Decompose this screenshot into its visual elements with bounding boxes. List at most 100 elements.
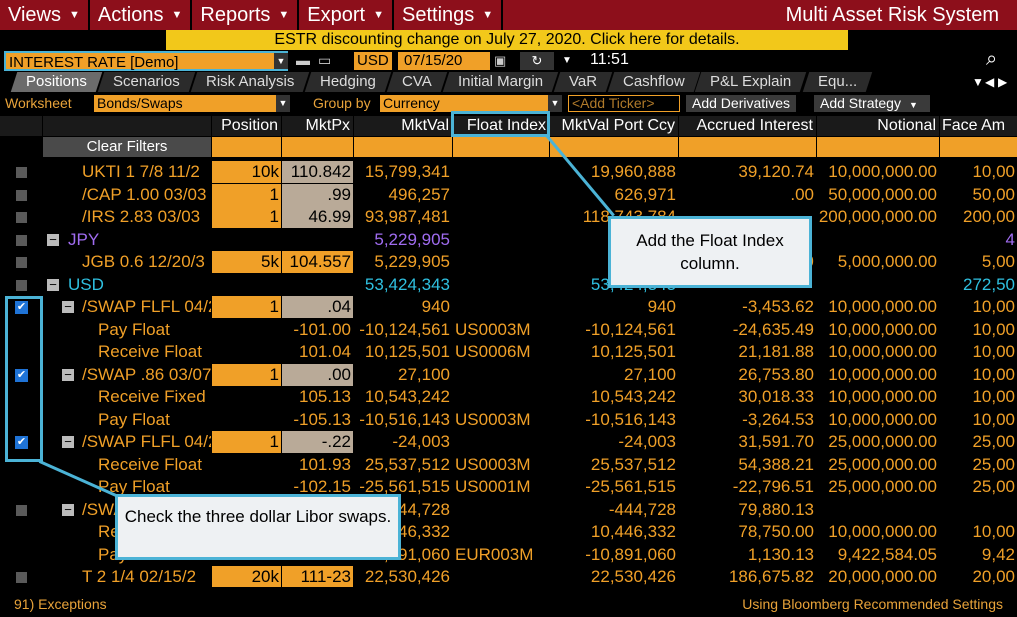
tab-next-icon[interactable]: ▶ bbox=[998, 75, 1008, 89]
row-select-checkbox[interactable] bbox=[16, 189, 27, 201]
tab-cva[interactable]: CVA bbox=[386, 72, 447, 92]
add-derivatives-button[interactable]: Add Derivatives bbox=[686, 95, 797, 112]
currency-field[interactable]: USD bbox=[354, 52, 392, 70]
row-select-checkbox[interactable] bbox=[16, 279, 27, 291]
header-mktpx[interactable]: MktPx bbox=[282, 116, 353, 136]
row-select-checkbox[interactable] bbox=[16, 234, 27, 246]
table-row[interactable]: ✔ −/SWAP FLFL 04/2 1.04 940 940 -3,453.62 10,0… bbox=[0, 296, 1017, 318]
chevron-down-icon[interactable]: ▼ bbox=[548, 95, 562, 112]
filter-mktval[interactable] bbox=[354, 137, 452, 157]
tab-initial-margin[interactable]: Initial Margin bbox=[442, 72, 558, 92]
row-name[interactable]: /SWAP .86 03/07 bbox=[82, 364, 211, 384]
row-name[interactable]: /SWAP FLFL 04/2 bbox=[82, 297, 211, 316]
table-row[interactable]: Receive Float 101.04 10,125,501 US0006M 10,1… bbox=[0, 341, 1017, 363]
table-row[interactable]: Pay Float -102.15 -25,561,515 US0001M -25,56… bbox=[0, 476, 1017, 498]
row-name[interactable]: Receive Float bbox=[98, 342, 202, 361]
table-row[interactable]: Receive Fixed 105.13 10,543,242 10,543,242 3… bbox=[0, 386, 1017, 408]
open-folder-icon[interactable]: ▭ bbox=[318, 52, 332, 68]
filter-face-amount[interactable] bbox=[940, 137, 1017, 157]
row-name[interactable]: Receive Fixed bbox=[98, 387, 206, 406]
row-name[interactable]: T 2 1/4 02/15/2 bbox=[82, 567, 197, 586]
table-row[interactable]: T 2 1/4 02/15/2 20k 111-23 22,530,426 22,530… bbox=[0, 566, 1017, 587]
collapse-icon[interactable]: − bbox=[47, 278, 59, 291]
row-name[interactable]: /SWAP FLFL 04/2 bbox=[82, 432, 211, 451]
collapse-icon[interactable]: − bbox=[62, 300, 74, 313]
row-select-checkbox[interactable] bbox=[16, 257, 27, 268]
collapse-icon[interactable]: − bbox=[62, 435, 74, 448]
row-name[interactable]: Receive Float bbox=[98, 454, 202, 474]
security-dropdown-icon[interactable]: ▼ bbox=[274, 53, 288, 69]
tab-equity[interactable]: Equ... bbox=[802, 72, 873, 92]
collapse-icon[interactable]: − bbox=[62, 368, 74, 381]
refresh-icon[interactable]: ↻ bbox=[520, 52, 554, 70]
exceptions-link[interactable]: 91) Exceptions bbox=[14, 596, 107, 612]
add-ticker-input[interactable]: <Add Ticker> bbox=[568, 95, 680, 112]
table-row[interactable]: /CAP 1.00 03/03 1.99 496,257 626,971 .00 50,0… bbox=[0, 183, 1017, 206]
row-select-checkbox[interactable] bbox=[16, 212, 27, 223]
header-accrued-interest[interactable]: Accrued Interest bbox=[679, 116, 816, 136]
row-name[interactable]: Pay Float bbox=[98, 319, 170, 339]
tab-risk-analysis[interactable]: Risk Analysis bbox=[190, 72, 310, 92]
row-name[interactable]: JPY bbox=[68, 229, 100, 249]
chevron-down-icon[interactable]: ▼ bbox=[276, 95, 290, 112]
filter-mktval-port-ccy[interactable] bbox=[550, 137, 678, 157]
table-row[interactable]: Pay Float -105.13 -10,516,143 US0003M -10,51… bbox=[0, 409, 1017, 431]
row-select-checkbox[interactable] bbox=[16, 167, 27, 178]
collapse-icon[interactable]: − bbox=[62, 503, 74, 516]
date-field[interactable]: 07/15/20 bbox=[398, 52, 490, 70]
row-name[interactable]: USD bbox=[68, 274, 104, 294]
table-row[interactable]: Receive Float 101.93 25,537,512 US0003M 25,5… bbox=[0, 454, 1017, 476]
row-checked-checkbox[interactable]: ✔ bbox=[15, 436, 28, 449]
table-row[interactable]: /IRS 2.83 03/03146.9993,987,481118,743,7… bbox=[0, 206, 1017, 228]
clear-filters-button[interactable]: Clear Filters bbox=[43, 137, 211, 157]
menu-actions[interactable]: Actions ▼ bbox=[90, 0, 193, 30]
tab-prev-icon[interactable]: ◀ bbox=[985, 75, 995, 89]
menu-settings[interactable]: Settings ▼ bbox=[394, 0, 504, 30]
tab-positions[interactable]: Positions bbox=[10, 72, 103, 92]
worksheet-select[interactable]: Bonds/Swaps ▼ bbox=[94, 95, 290, 112]
tab-pl-explain[interactable]: P&L Explain bbox=[695, 72, 807, 92]
table-row[interactable]: ✔ −/SWAP .86 03/07 1.00 27,100 27,100 26,753.… bbox=[0, 363, 1017, 386]
row-name[interactable]: JGB 0.6 12/20/3 bbox=[82, 252, 205, 271]
header-face-amount[interactable]: Face Am bbox=[940, 116, 1017, 136]
row-name[interactable]: Pay Float bbox=[98, 409, 170, 429]
table-row[interactable]: − JPY 5,229,905 4 bbox=[0, 229, 1017, 251]
calendar-icon[interactable]: ▣ bbox=[494, 53, 507, 68]
row-select-checkbox[interactable] bbox=[16, 504, 27, 516]
tab-scenarios[interactable]: Scenarios bbox=[97, 72, 195, 92]
collapse-icon[interactable]: − bbox=[47, 233, 59, 246]
header-position[interactable]: Position bbox=[212, 116, 281, 136]
header-float-index[interactable]: Float Index bbox=[453, 116, 549, 136]
row-name[interactable]: Pay Float bbox=[98, 477, 170, 496]
header-mktval-port-ccy[interactable]: MktVal Port Ccy bbox=[550, 116, 678, 136]
tab-var[interactable]: VaR bbox=[553, 72, 612, 92]
table-row[interactable]: ✔ −/SWAP FLFL 04/2 1 -.22 -24,003 -24,003 31,5… bbox=[0, 431, 1017, 453]
header-notional[interactable]: Notional bbox=[817, 116, 939, 136]
table-row[interactable]: Pay Float -101.00 -10,124,561 US0003M -10,12… bbox=[0, 319, 1017, 341]
filter-position[interactable] bbox=[212, 137, 281, 157]
filter-accrued-interest[interactable] bbox=[679, 137, 816, 157]
tab-cashflow[interactable]: Cashflow bbox=[607, 72, 700, 92]
menu-views[interactable]: Views ▼ bbox=[0, 0, 90, 30]
folder-icon[interactable]: ▬ bbox=[296, 52, 310, 68]
row-checked-checkbox[interactable]: ✔ bbox=[15, 301, 28, 314]
refresh-dropdown-icon[interactable]: ▼ bbox=[562, 55, 572, 66]
row-name[interactable]: UKTI 1 7/8 11/2 bbox=[82, 162, 200, 181]
group-by-select[interactable]: Currency ▼ bbox=[380, 95, 562, 112]
filter-float-index[interactable] bbox=[453, 137, 549, 157]
tab-hedging[interactable]: Hedging bbox=[304, 72, 392, 92]
estr-notice-banner[interactable]: ESTR discounting change on July 27, 2020… bbox=[166, 30, 848, 50]
filter-mktpx[interactable] bbox=[282, 137, 353, 157]
row-select-checkbox[interactable] bbox=[16, 572, 27, 583]
header-mktval[interactable]: MktVal bbox=[354, 116, 452, 136]
table-row[interactable]: UKTI 1 7/8 11/2 10k 110.842 15,799,341 19,96… bbox=[0, 161, 1017, 183]
row-name[interactable]: /CAP 1.00 03/03 bbox=[82, 184, 207, 204]
add-strategy-button[interactable]: Add Strategy ▼ bbox=[814, 95, 930, 112]
tab-menu-icon[interactable]: ▼ bbox=[972, 75, 984, 89]
row-name[interactable]: /IRS 2.83 03/03 bbox=[82, 207, 201, 226]
filter-notional[interactable] bbox=[817, 137, 939, 157]
menu-reports[interactable]: Reports ▼ bbox=[192, 0, 300, 30]
security-field[interactable]: INTEREST RATE [Demo] bbox=[4, 51, 288, 71]
search-icon[interactable]: ⌕ bbox=[986, 48, 998, 70]
